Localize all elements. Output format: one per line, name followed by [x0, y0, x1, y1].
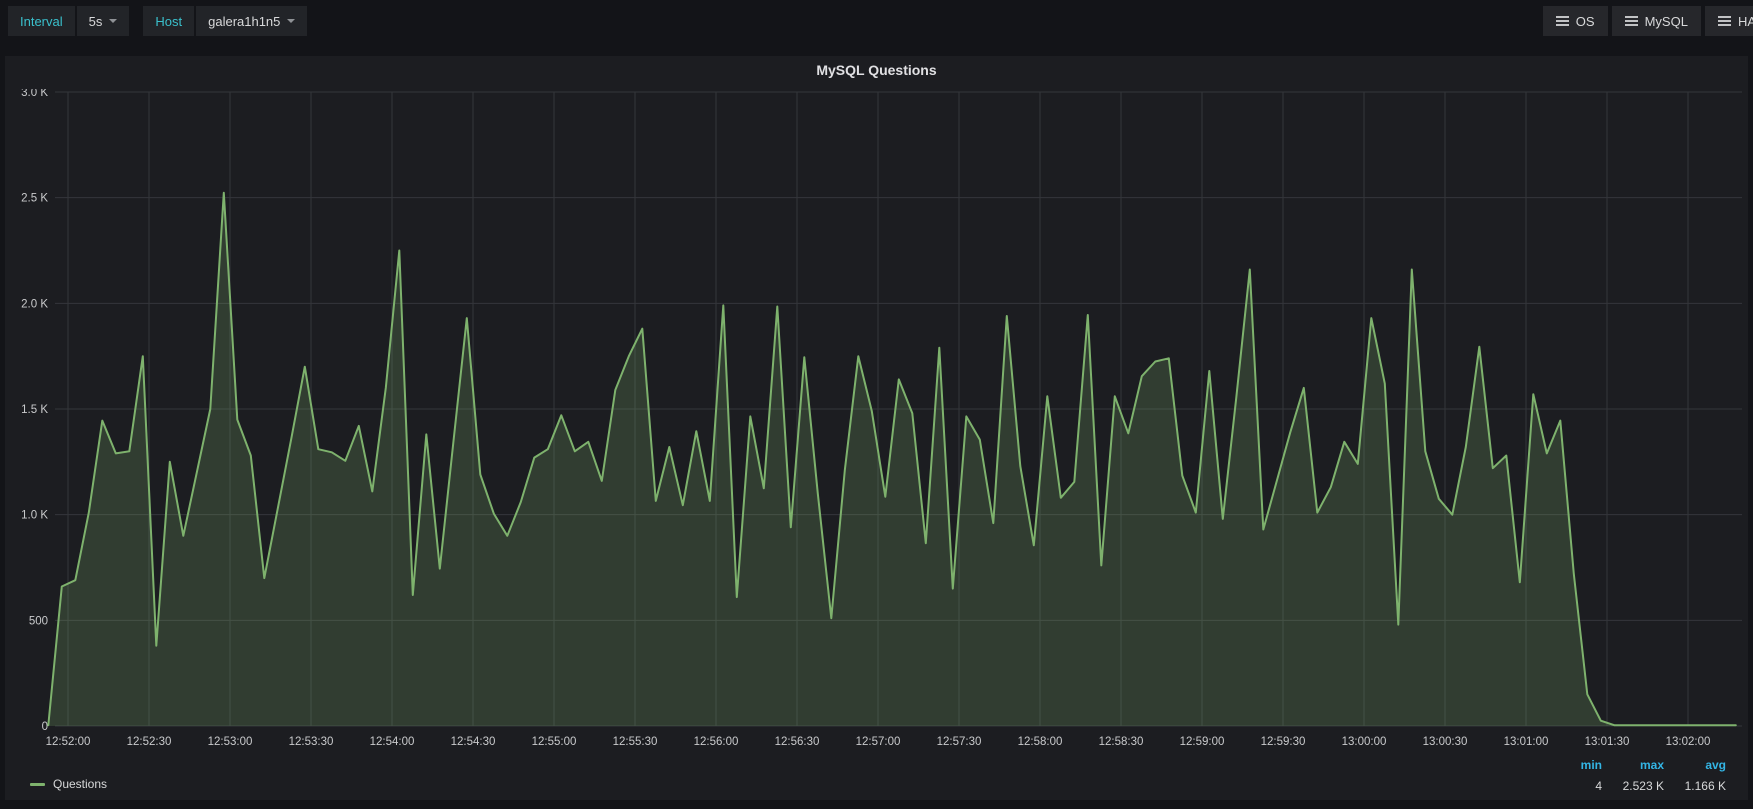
y-tick-label: 0 — [42, 721, 48, 733]
x-tick-label: 12:54:00 — [370, 736, 415, 748]
x-tick-label: 12:55:00 — [532, 736, 577, 748]
interval-variable-label: Interval — [8, 6, 75, 36]
stat-min-label: min — [1580, 757, 1602, 772]
x-tick-label: 13:01:30 — [1585, 736, 1630, 748]
os-menu-label: OS — [1575, 13, 1595, 29]
menu-icon — [1624, 14, 1638, 28]
time-series-plot[interactable]: 0 500 1.0 K 1.5 K 2.0 K 2.5 K 3.0 K 12:52:00 12:… — [5, 89, 1748, 754]
dashboard-link-buttons: OS MySQL HA — [1542, 6, 1753, 36]
interval-variable-value: 5s — [88, 13, 103, 29]
x-tick-label: 13:00:00 — [1342, 736, 1387, 748]
y-tick-label: 500 — [29, 615, 48, 627]
panel-title[interactable]: MySQL Questions — [816, 62, 937, 78]
legend-series-label[interactable]: Questions — [53, 777, 108, 791]
x-tick-label: 12:54:30 — [451, 736, 496, 748]
x-tick-label: 13:00:30 — [1423, 736, 1468, 748]
y-tick-label: 2.5 K — [21, 193, 48, 205]
stat-avg-label: avg — [1705, 757, 1726, 772]
menu-icon — [1717, 14, 1731, 28]
menu-icon — [1555, 14, 1569, 28]
legend-stats: min max avg 4 2.523 K 1.166 K — [1540, 754, 1726, 796]
mysql-menu-button[interactable]: MySQL — [1611, 6, 1701, 36]
graph-panel: MySQL Questions 0 500 1.0 K 1.5 K 2.0 K 2.5 K… — [5, 56, 1748, 800]
template-variables: Interval 5s Host galera1h1n5 — [8, 6, 308, 36]
series-line — [47, 191, 1737, 727]
chevron-down-icon — [287, 19, 296, 23]
host-variable: Host galera1h1n5 — [143, 6, 308, 36]
x-tick-label: 13:02:00 — [1666, 736, 1711, 748]
host-variable-value: galera1h1n5 — [208, 13, 281, 29]
ha-menu-label: HA — [1737, 13, 1753, 29]
mysql-menu-label: MySQL — [1644, 13, 1688, 29]
y-tick-label: 3.0 K — [21, 89, 48, 99]
x-tick-label: 12:52:30 — [127, 736, 172, 748]
interval-variable-dropdown[interactable]: 5s — [76, 6, 130, 36]
dashboard-submenu: Interval 5s Host galera1h1n5 OS MySQL HA — [0, 0, 1753, 42]
series-color-dash — [30, 782, 45, 786]
x-tick-label: 12:59:30 — [1261, 736, 1306, 748]
x-tick-label: 12:58:30 — [1099, 736, 1144, 748]
y-tick-label: 1.5 K — [21, 404, 48, 416]
legend: Questions — [30, 777, 107, 791]
x-tick-label: 12:55:30 — [613, 736, 658, 748]
chevron-down-icon — [109, 19, 118, 23]
x-tick-label: 12:53:00 — [208, 736, 253, 748]
x-tick-label: 12:57:30 — [937, 736, 982, 748]
stat-min-value: 4 — [1595, 778, 1602, 793]
host-variable-label: Host — [143, 6, 195, 36]
interval-variable: Interval 5s — [8, 6, 130, 36]
x-tick-label: 12:59:00 — [1180, 736, 1225, 748]
x-tick-label: 12:56:00 — [694, 736, 739, 748]
y-tick-label: 1.0 K — [21, 510, 48, 522]
y-tick-label: 2.0 K — [21, 298, 48, 310]
stats-header-row: min max avg — [1540, 754, 1726, 775]
stat-avg-value: 1.166 K — [1684, 778, 1726, 793]
stat-max-value: 2.523 K — [1622, 778, 1664, 793]
stat-max-label: max — [1639, 757, 1664, 772]
host-variable-dropdown[interactable]: galera1h1n5 — [196, 6, 308, 36]
stats-value-row: 4 2.523 K 1.166 K — [1540, 775, 1726, 796]
x-tick-label: 12:58:00 — [1018, 736, 1063, 748]
series-fill — [48, 192, 1736, 727]
x-tick-label: 12:57:00 — [856, 736, 901, 748]
x-tick-label: 12:56:30 — [775, 736, 820, 748]
x-tick-label: 13:01:00 — [1504, 736, 1549, 748]
x-tick-label: 12:52:00 — [46, 736, 91, 748]
x-tick-label: 12:53:30 — [289, 736, 334, 748]
os-menu-button[interactable]: OS — [1542, 6, 1608, 36]
ha-menu-button[interactable]: HA — [1704, 6, 1753, 36]
